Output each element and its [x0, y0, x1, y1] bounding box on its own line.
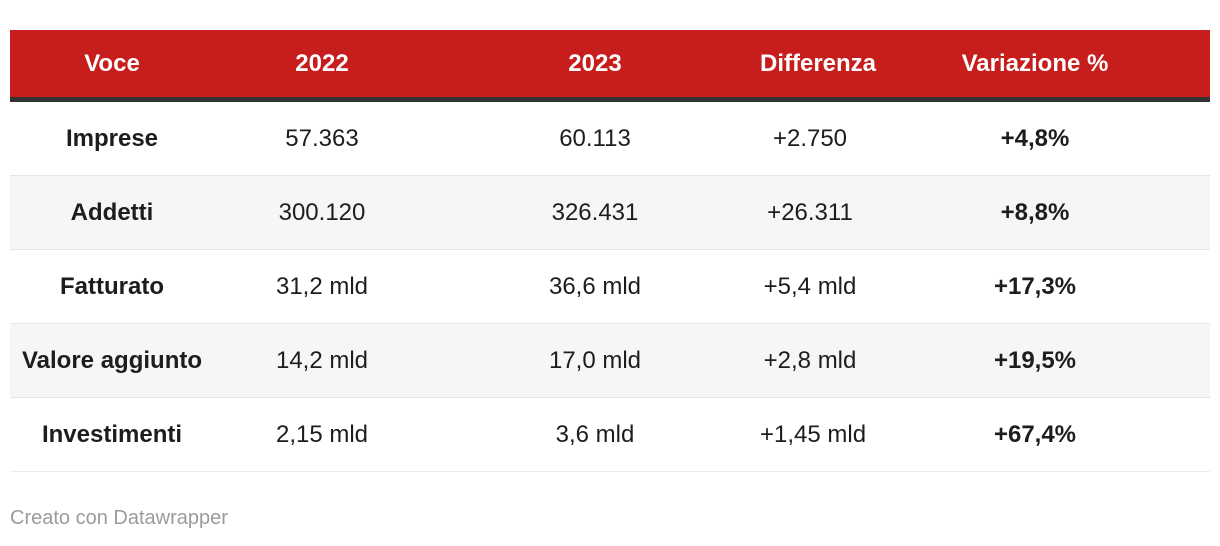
table-cell: +2.750 [772, 124, 848, 152]
table-cell: 2,15 mld [214, 397, 430, 472]
table-cell: +26.311 [760, 175, 860, 250]
table-row-imprese: Imprese 57.363 60.113 +2.750 +4,8% [10, 100, 1210, 176]
table-cell: 326.431 [430, 175, 760, 250]
table-body: Imprese 57.363 60.113 +2.750 +4,8% Addet… [10, 100, 1210, 472]
table-row-addetti: Addetti 300.120 326.431 +26.311 +8,8% [10, 175, 1210, 250]
table-cell: Addetti [10, 175, 214, 250]
table-row-valore-aggiunto: Valore aggiunto 14,2 mld 17,0 mld +2,8 m… [10, 323, 1210, 398]
table-cell: 36,6 mld [430, 249, 760, 324]
table-cell: +2,8 mld [760, 323, 860, 398]
table-cell: 3,6 mld [430, 397, 760, 472]
column-header-differenza: Differenza [760, 30, 876, 102]
column-header-2023: 2023 [430, 30, 760, 102]
table-header: Voce 2022 2023 Differenza Variazione % [10, 30, 1210, 102]
table-cell: 14,2 mld [214, 323, 430, 398]
column-header-2022: 2022 [214, 30, 430, 102]
table-cell: 31,2 mld [214, 249, 430, 324]
header-row: Voce 2022 2023 Differenza Variazione % [10, 30, 1210, 102]
table-cell: 300.120 [214, 175, 430, 250]
datawrapper-credit-link[interactable]: Creato con Datawrapper [10, 507, 228, 529]
data-table: Voce 2022 2023 Differenza Variazione % I… [10, 30, 1210, 472]
table-cell: +1,45 mld [760, 397, 866, 472]
table-cell: Valore aggiunto [10, 323, 214, 398]
table-cell: 60.113 [559, 124, 631, 152]
table-cell: 17,0 mld [430, 323, 760, 398]
table-cell: 57.363 [285, 124, 359, 152]
table-row-fatturato: Fatturato 31,2 mld 36,6 mld +5,4 mld +17… [10, 249, 1210, 324]
table-cell: +4,8% [1000, 124, 1070, 152]
table-cell: +67,4% [860, 397, 1210, 472]
table-cell: Investimenti [10, 397, 214, 472]
column-header-variazione: Variazione % [860, 30, 1210, 102]
table-cell: +8,8% [860, 175, 1210, 250]
column-header-voce: Voce [10, 30, 214, 102]
table-cell: +17,3% [860, 249, 1210, 324]
table-cell: +19,5% [860, 323, 1210, 398]
table-cell: +5,4 mld [760, 249, 860, 324]
table-row-investimenti: Investimenti 2,15 mld 3,6 mld +1,45 mld … [10, 397, 1210, 472]
table-cell: Fatturato [10, 249, 214, 324]
table-cell: Imprese [65, 124, 159, 152]
